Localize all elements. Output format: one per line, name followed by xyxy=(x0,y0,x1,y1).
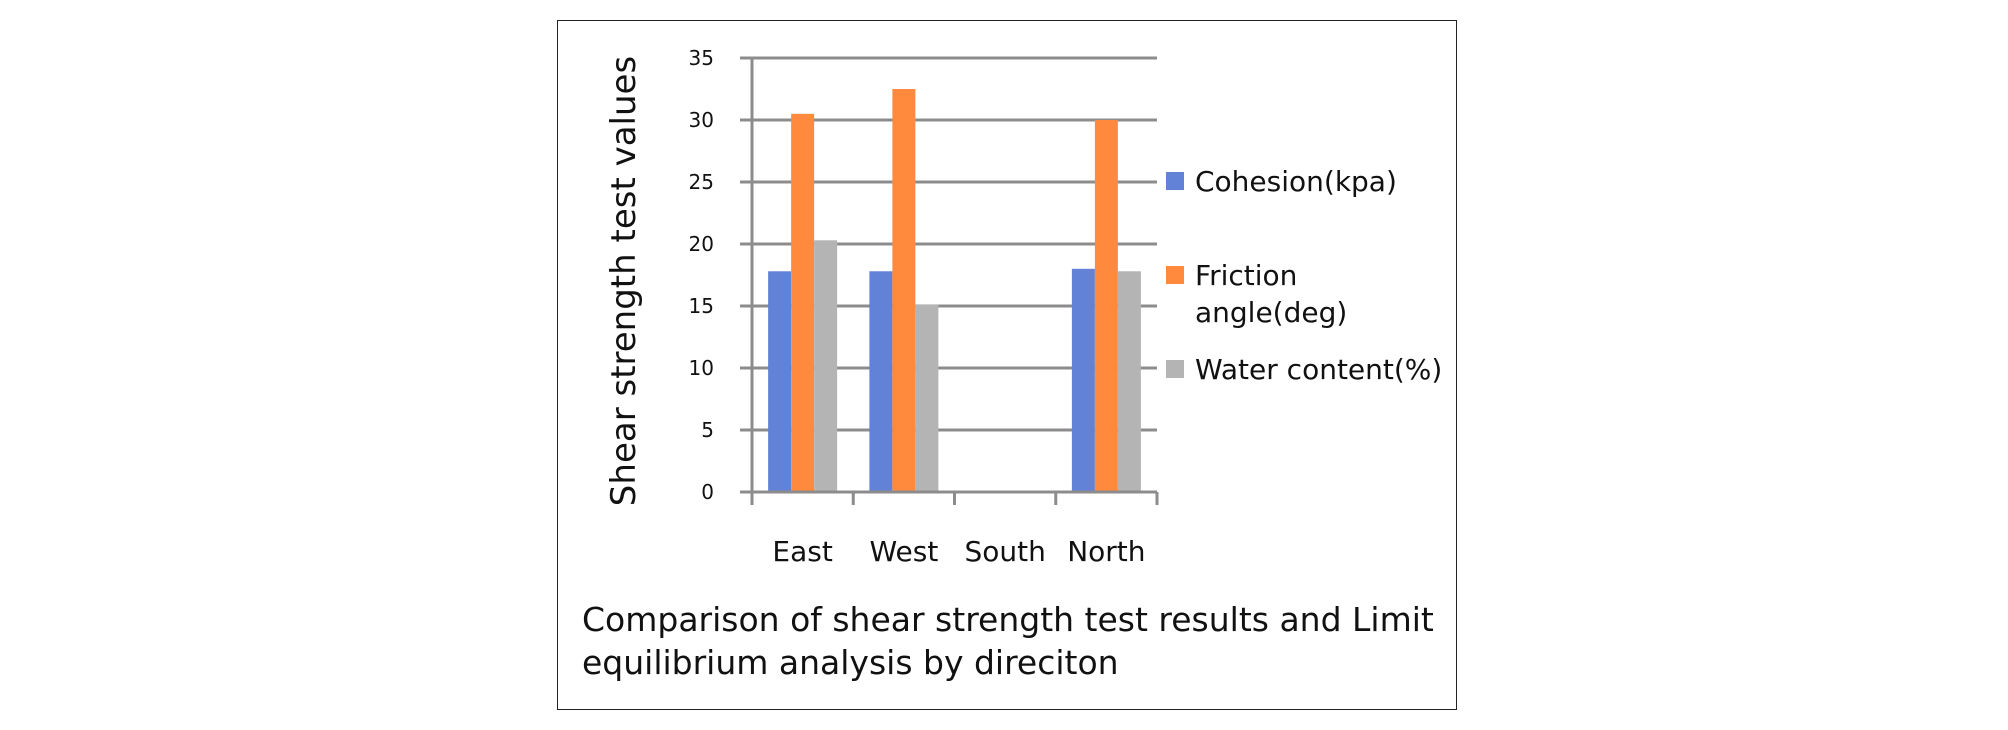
bar xyxy=(791,113,815,493)
y-tick-label: 20 xyxy=(689,232,714,256)
chart-frame xyxy=(557,20,1457,710)
x-tick-label: North xyxy=(1067,535,1145,568)
y-tick-label: 30 xyxy=(689,108,714,132)
y-tick-label: 5 xyxy=(701,418,714,442)
legend-item: Water content(%) xyxy=(1166,353,1442,386)
legend-label: Water content(%) xyxy=(1195,353,1442,386)
legend-label: Cohesion(kpa) xyxy=(1195,165,1397,198)
bar xyxy=(892,89,916,492)
y-tick-label: 0 xyxy=(701,480,714,504)
y-axis-title: Shear strength test values xyxy=(604,56,644,506)
bar xyxy=(1117,271,1141,492)
bar xyxy=(814,240,838,492)
y-tick-label: 25 xyxy=(689,170,714,194)
bar xyxy=(1071,268,1095,492)
legend-item: Friction angle(deg) xyxy=(1166,259,1347,329)
legend-swatch xyxy=(1166,266,1184,284)
chart-caption: Comparison of shear strength test result… xyxy=(582,600,1434,682)
legend-item: Cohesion(kpa) xyxy=(1166,165,1397,198)
tick-labels: 0 5 10 15 20 25 30 35 East West South North xyxy=(689,46,1146,568)
x-tick-label: South xyxy=(964,535,1045,568)
axes xyxy=(740,56,1159,505)
y-tick-label: 10 xyxy=(689,356,714,380)
y-tick-label: 35 xyxy=(689,46,714,70)
legend-label: Friction angle(deg) xyxy=(1195,259,1347,329)
x-tick-label: West xyxy=(869,535,938,568)
legend-swatch xyxy=(1166,172,1184,190)
bar xyxy=(915,304,939,492)
legend: Cohesion(kpa) Friction angle(deg) Water con… xyxy=(1166,165,1442,386)
y-tick-label: 15 xyxy=(689,294,714,318)
bar xyxy=(869,271,893,492)
legend-swatch xyxy=(1166,360,1184,378)
x-tick-label: East xyxy=(772,535,832,568)
bars xyxy=(768,89,1141,493)
bar xyxy=(768,271,792,492)
bar xyxy=(1094,120,1118,492)
